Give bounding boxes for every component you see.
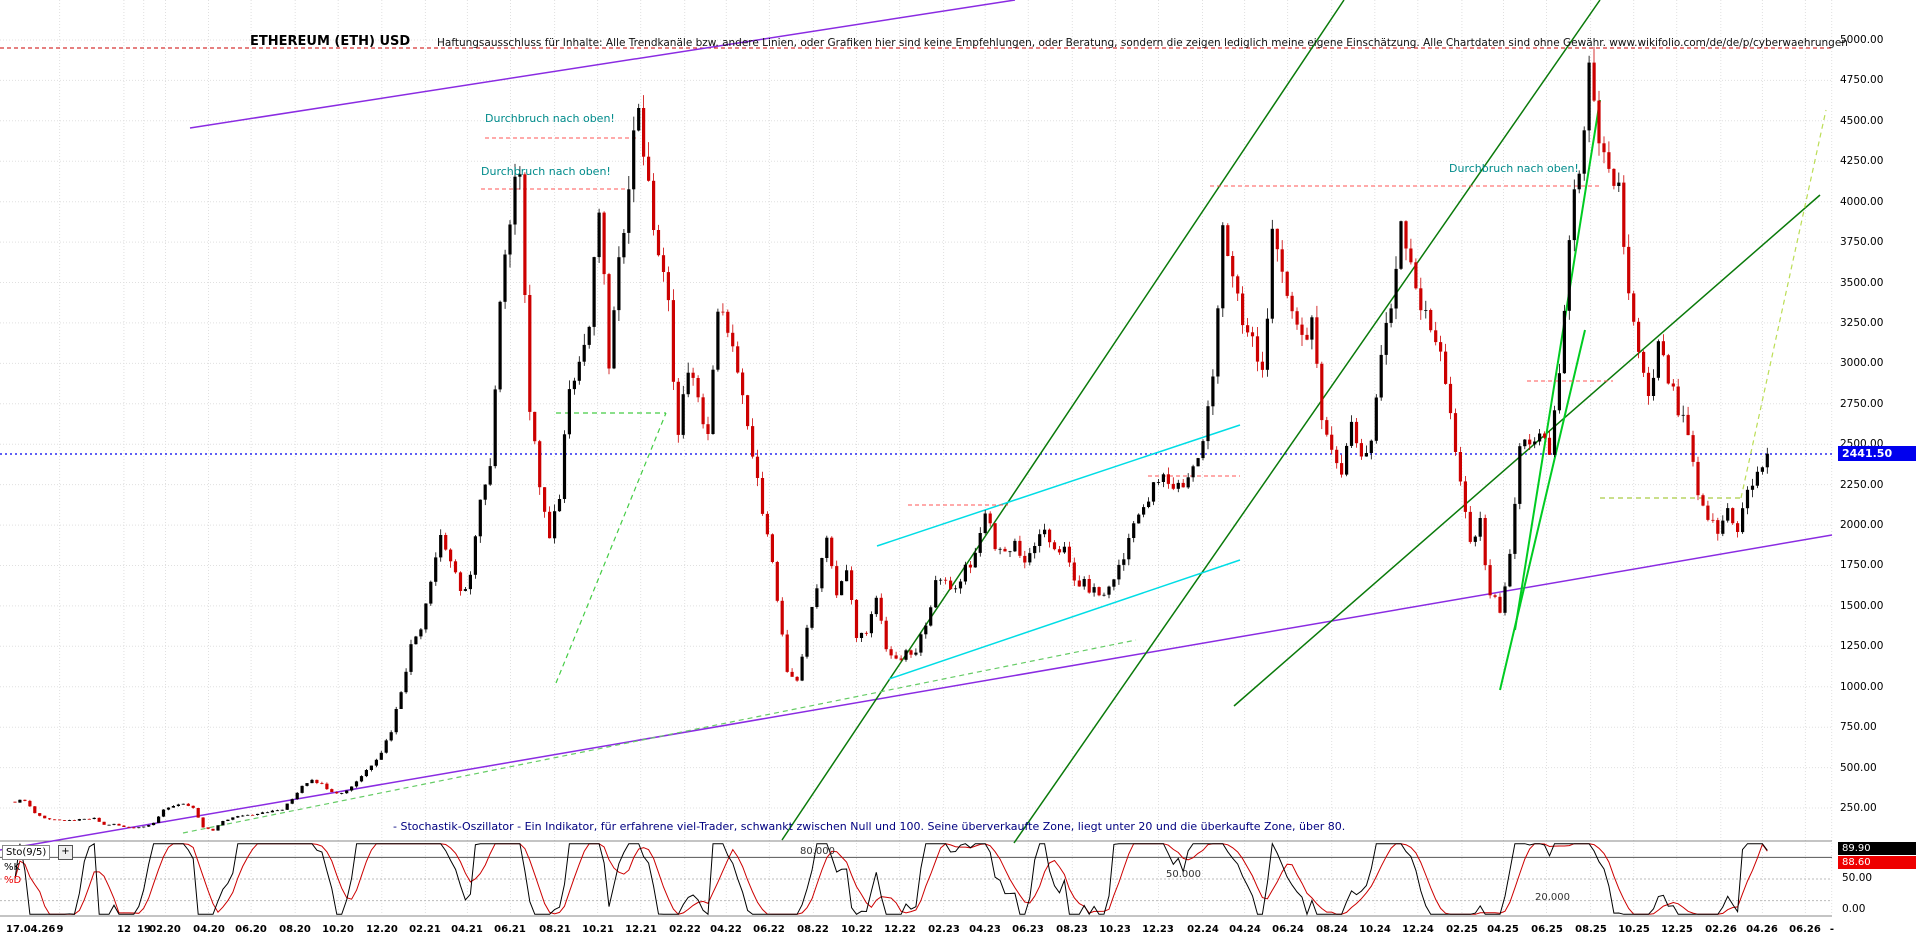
breakout-annotation: Durchbruch nach oben! [481, 165, 611, 178]
y-axis-label: 1750.00 [1840, 559, 1884, 571]
x-axis-label: 02.24 [1187, 924, 1219, 935]
y-axis-label: 4750.00 [1840, 74, 1884, 86]
stochastic-axis-label-0: 0.00 [1842, 903, 1866, 915]
stochastic-layer [14, 842, 1768, 916]
y-axis-label: 250.00 [1840, 802, 1877, 814]
x-axis-label: 12.21 [625, 924, 657, 935]
indicator-expand-button[interactable]: + [58, 845, 73, 860]
x-axis-label: 06.21 [494, 924, 526, 935]
x-axis-label: 02.20 [149, 924, 181, 935]
x-axis-label: 08.24 [1316, 924, 1348, 935]
stochastic-axis-label-50: 50.00 [1842, 872, 1873, 884]
disclaimer-text: Haftungsausschluss für Inhalte: Alle Tre… [437, 37, 1848, 49]
x-axis-label: 06.22 [753, 924, 785, 935]
stochastic-d-value-badge: 88.60 [1838, 856, 1916, 869]
x-axis-label: 9 [56, 924, 64, 935]
y-axis-label: 4500.00 [1840, 115, 1884, 127]
chart-title: ETHEREUM (ETH) USD [250, 34, 411, 49]
x-axis-label: 02.21 [409, 924, 441, 935]
x-axis-label: 08.21 [539, 924, 571, 935]
x-axis-label: 04.24 [1229, 924, 1261, 935]
x-axis-label: 10.24 [1359, 924, 1391, 935]
stochastic-level-50-label: 50.000 [1166, 869, 1201, 880]
breakout-annotation: Durchbruch nach oben! [485, 112, 615, 125]
y-axis-label: 1000.00 [1840, 681, 1884, 693]
stochastic-description: - Stochastik-Oszillator - Ein Indikator,… [393, 820, 1346, 833]
x-axis-label: 10.21 [582, 924, 614, 935]
x-axis-label: 08.20 [279, 924, 311, 935]
x-axis-label: - [1829, 924, 1835, 935]
x-axis-label: 04.26 [1746, 924, 1778, 935]
x-axis-label: 12.20 [366, 924, 398, 935]
x-axis-label: 12.22 [884, 924, 916, 935]
y-axis-label: 4250.00 [1840, 155, 1884, 167]
y-axis-label: 3000.00 [1840, 357, 1884, 369]
y-axis-label: 3500.00 [1840, 277, 1884, 289]
y-axis-label: 3250.00 [1840, 317, 1884, 329]
trend-lines-layer [0, 0, 1833, 851]
current-price-badge: 2441.50 [1838, 446, 1916, 461]
panel-lines-layer [0, 840, 1832, 917]
x-axis-label: 06.23 [1012, 924, 1044, 935]
stochastic-indicator-label: Sto(9/5) [2, 845, 51, 860]
x-axis-label: 08.25 [1575, 924, 1607, 935]
x-axis-label: 04.25 [1487, 924, 1519, 935]
y-axis-label: 2250.00 [1840, 479, 1884, 491]
candles-layer [13, 46, 1769, 831]
y-axis-label: 5000.00 [1840, 34, 1884, 46]
x-axis-label: 19 [137, 924, 151, 935]
x-axis-label: 04.23 [969, 924, 1001, 935]
x-axis-label: 12.25 [1661, 924, 1693, 935]
stochastic-k-label: %K [4, 862, 21, 873]
x-axis-label: 02.23 [928, 924, 960, 935]
x-axis-label: 04.22 [710, 924, 742, 935]
x-axis-label: 02.25 [1446, 924, 1478, 935]
y-axis-label: 1250.00 [1840, 640, 1884, 652]
x-axis-label: 06.25 [1531, 924, 1563, 935]
breakout-annotation: Durchbruch nach oben! [1449, 162, 1579, 175]
y-axis-label: 2000.00 [1840, 519, 1884, 531]
x-axis-label: 06.26 [1789, 924, 1821, 935]
x-axis-label: 12 [117, 924, 131, 935]
y-axis-label: 3750.00 [1840, 236, 1884, 248]
x-axis-label: 06.24 [1272, 924, 1304, 935]
x-axis-label: 12.24 [1402, 924, 1434, 935]
x-axis-label: 17.04.26 [6, 924, 56, 935]
x-axis-label: 04.21 [451, 924, 483, 935]
x-axis-label: 04.20 [193, 924, 225, 935]
stochastic-k-value-badge: 89.90 [1838, 842, 1916, 855]
x-axis-label: 10.23 [1099, 924, 1131, 935]
y-axis-label: 4000.00 [1840, 196, 1884, 208]
x-axis-label: 08.22 [797, 924, 829, 935]
grid-layer [0, 0, 1833, 915]
stochastic-level-20-label: 20.000 [1535, 892, 1570, 903]
y-axis-label: 750.00 [1840, 721, 1877, 733]
x-axis-label: 10.25 [1618, 924, 1650, 935]
x-axis-label: 10.20 [322, 924, 354, 935]
x-axis-label: 02.26 [1705, 924, 1737, 935]
stochastic-d-label: %D [4, 875, 22, 886]
x-axis-label: 10.22 [841, 924, 873, 935]
y-axis-label: 2750.00 [1840, 398, 1884, 410]
x-axis-label: 12.23 [1142, 924, 1174, 935]
x-axis-label: 06.20 [235, 924, 267, 935]
y-axis-label: 500.00 [1840, 762, 1877, 774]
x-axis-label: 08.23 [1056, 924, 1088, 935]
stochastic-level-80-label: 80.000 [800, 846, 835, 857]
x-axis-label: 02.22 [669, 924, 701, 935]
y-axis-label: 1500.00 [1840, 600, 1884, 612]
